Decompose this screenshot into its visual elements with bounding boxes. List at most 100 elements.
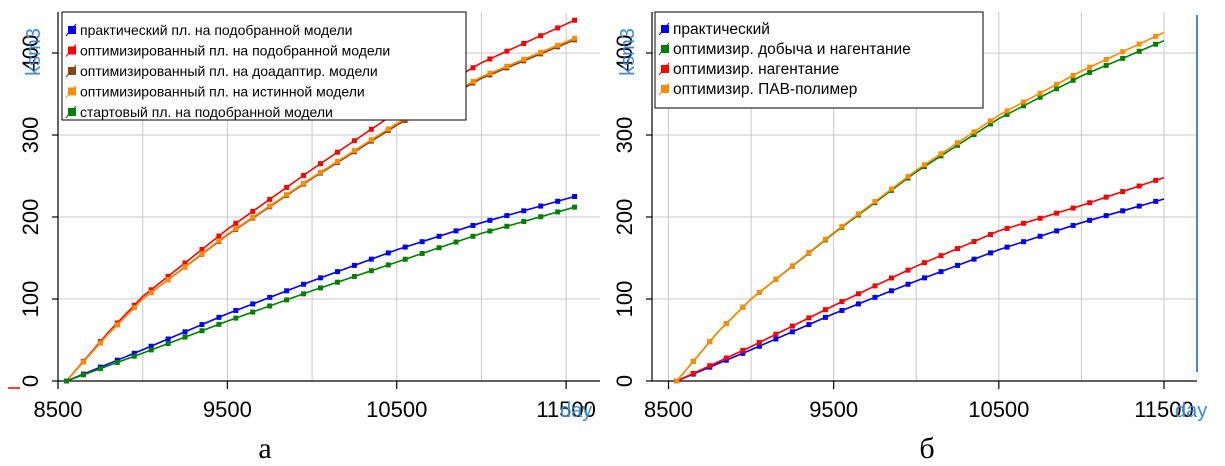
data-point [182,264,188,270]
data-point [1087,64,1093,70]
data-point [1021,99,1027,105]
data-point [80,372,86,378]
data-point [855,291,861,297]
data-point [855,211,861,217]
data-point [504,63,510,69]
data-point [351,138,357,144]
series-line [66,195,575,382]
data-point [538,203,544,209]
data-point [723,321,729,327]
data-point [773,276,779,282]
data-point [773,331,779,337]
data-point [63,378,69,384]
data-point [806,315,812,321]
data-point [165,336,171,342]
data-point [131,305,137,311]
legend-entry: оптимизированный пл. на истинной модели [80,84,365,100]
data-point [971,239,977,245]
series-line [676,176,1165,382]
data-point [988,118,994,124]
legend-line [65,23,77,37]
data-point [334,149,340,155]
data-point [1070,77,1076,83]
data-point [888,275,894,281]
data-point [233,307,239,313]
data-point [301,180,307,186]
data-point [216,314,222,320]
data-point [1153,33,1159,39]
y-tick-label: 0 [612,375,637,387]
x-tick-label: 10500 [366,397,427,422]
data-point [538,214,544,220]
series-3 [674,176,1165,384]
data-point [872,283,878,289]
data-point [955,262,961,268]
y-tick-label: 100 [18,281,43,318]
data-point [521,40,527,46]
legend-entry: оптимизир. ПАВ-полимер [673,81,857,98]
data-point [938,151,944,157]
y-tick-label: 400 [18,35,43,72]
data-point [740,347,746,353]
data-point [216,321,222,327]
data-point [1153,177,1159,183]
data-point [1054,81,1060,87]
x-tick-label: 11500 [1134,397,1194,422]
data-point [318,275,324,281]
data-point [334,279,340,285]
legend-line [658,82,670,96]
data-point [318,169,324,175]
data-point [351,148,357,154]
data-point [385,126,391,132]
data-point [1153,41,1159,47]
data-point [690,358,696,364]
data-point [1087,217,1093,223]
legend-swatch [661,45,669,53]
data-point [723,355,729,361]
y-tick-label: 200 [612,199,637,236]
data-point [538,49,544,55]
data-point [1004,225,1010,231]
data-point [872,198,878,204]
data-point [1037,94,1043,100]
data-point [250,301,256,307]
data-point [773,336,779,342]
data-point [487,217,493,223]
data-point [938,269,944,275]
data-point [267,203,273,209]
data-point [1087,200,1093,206]
data-point [572,35,578,41]
data-point [538,33,544,39]
y-tick-label: 400 [612,35,637,72]
series-line [66,206,575,382]
data-point [1070,205,1076,211]
data-point [199,246,205,252]
data-point [521,218,527,224]
data-point [555,25,561,31]
data-point [199,251,205,257]
data-point [1037,90,1043,96]
data-point [318,285,324,291]
data-point [971,129,977,135]
data-point [1136,48,1142,54]
data-point [182,260,188,266]
data-point [756,339,762,345]
data-point [855,301,861,307]
data-point [216,238,222,244]
data-point [1054,228,1060,234]
data-point [385,250,391,256]
data-point [822,307,828,313]
legend-swatch [661,85,669,93]
data-point [368,268,374,274]
data-point [1070,222,1076,228]
y-tick-label: 0 [18,375,43,387]
data-point [165,277,171,283]
data-point [1004,244,1010,250]
data-point [1070,72,1076,78]
data-point [888,288,894,294]
data-point [199,328,205,334]
data-point [674,378,680,384]
legend-entry: оптимизир. нагентание [673,61,839,78]
data-point [148,347,154,353]
